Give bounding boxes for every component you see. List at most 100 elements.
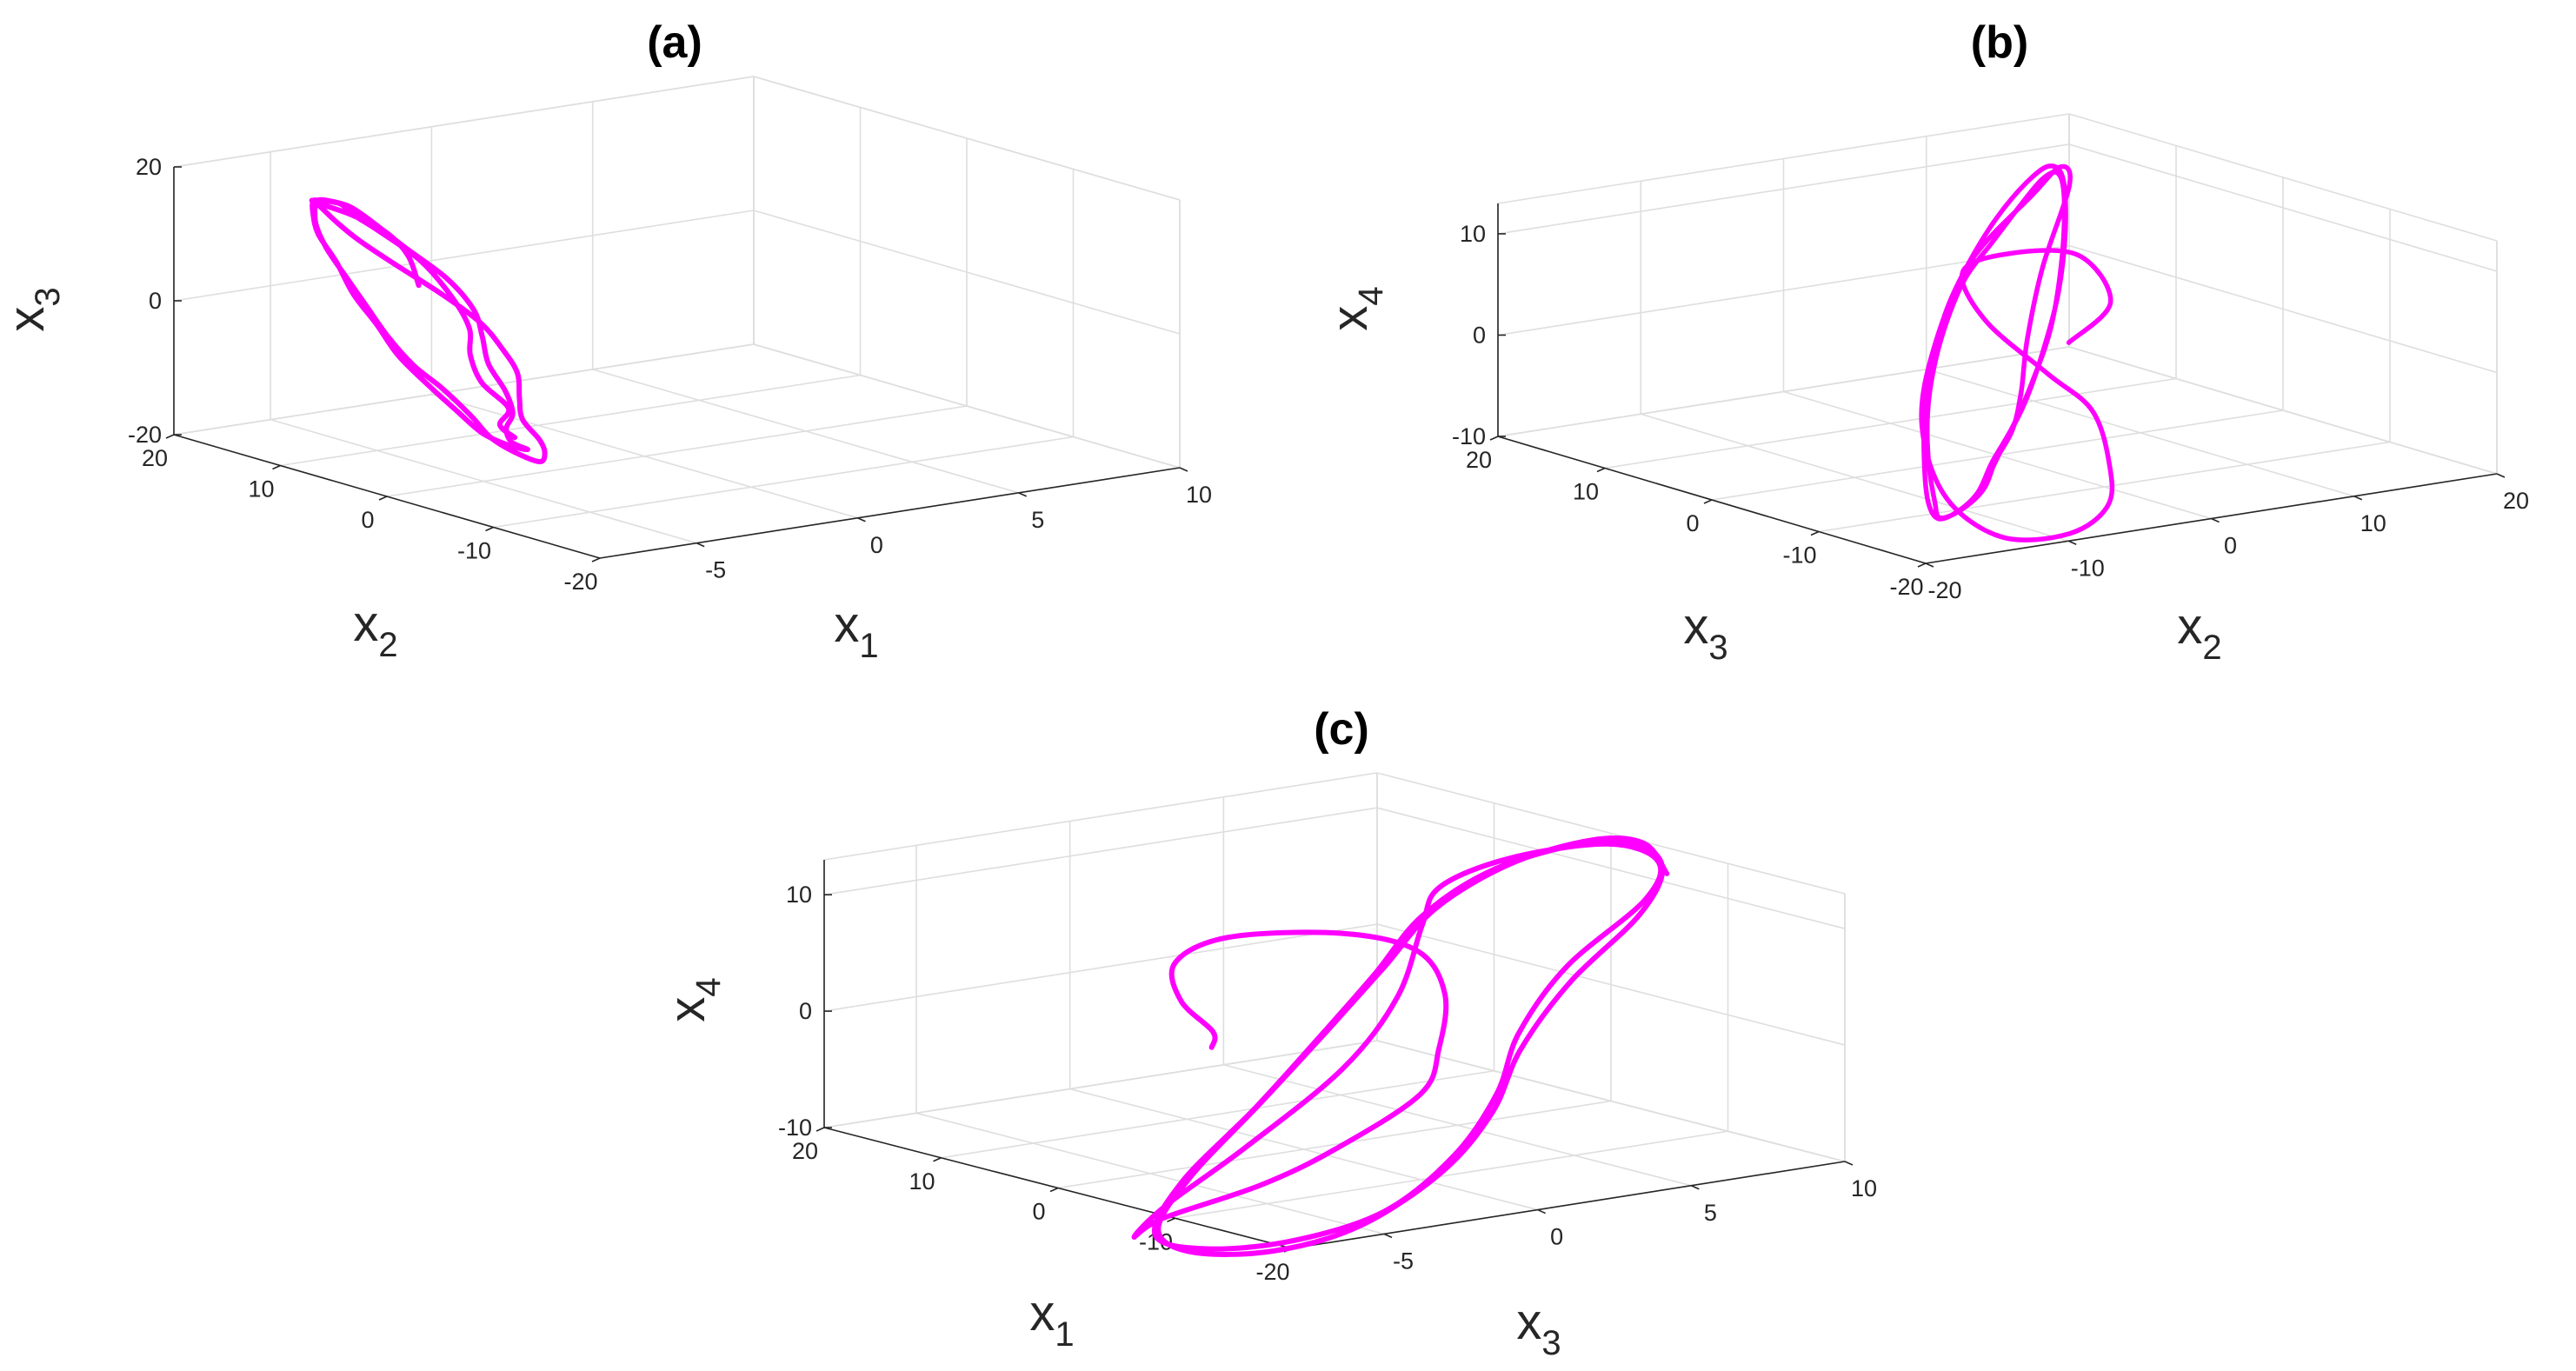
panel-title-c: (c) (1314, 704, 1369, 755)
x-axis-line (599, 467, 1181, 559)
x-tick-mark (1691, 1185, 1700, 1190)
z-axis-label: x4 (659, 977, 728, 1022)
z-tick-label: -20 (128, 422, 162, 448)
y-tick-label-mark (933, 1157, 942, 1162)
floor-grid-y (1818, 441, 2391, 533)
box-edge (823, 772, 1378, 861)
x-tick-mark (2211, 517, 2220, 523)
x-tick-mark (2496, 473, 2506, 478)
x-tick-mark (1018, 492, 1028, 497)
x-tick-mark (1925, 562, 1934, 568)
wall-grid-z (2068, 244, 2498, 374)
box-edge (173, 343, 755, 436)
z-tick-label: 10 (1460, 221, 1486, 247)
y-tick-label: -20 (563, 569, 597, 595)
x-axis-label: x1 (1029, 1285, 1074, 1354)
box-edge (1497, 346, 2070, 437)
x-axis-line (1291, 1161, 1846, 1249)
floor-grid-y (941, 1069, 1494, 1159)
trajectory-series-0 (309, 196, 548, 464)
y-tick-label: 0 (1032, 1199, 1045, 1225)
z-tick-label: 10 (786, 882, 812, 908)
x-tick-mark (1844, 1161, 1854, 1166)
y-tick-label-mark (1489, 436, 1499, 441)
grid-lines (173, 76, 1181, 559)
x-tick-label: 10 (1186, 482, 1212, 508)
wall-grid-z (823, 923, 1378, 1012)
x-tick-label: 0 (870, 532, 883, 558)
y-tick-label-mark (378, 496, 388, 501)
wall-grid-z (1497, 143, 2070, 235)
box-edge (2068, 113, 2498, 242)
y-tick-label: 20 (1466, 447, 1492, 473)
box-edge (823, 1040, 1378, 1128)
x-tick-label: 5 (1704, 1200, 1717, 1226)
y-axis-label: x3 (1516, 1294, 1561, 1362)
floor-grid-y (280, 374, 861, 467)
grid-lines (823, 772, 1846, 1249)
y-axis-label-sub: 2 (378, 626, 397, 664)
y-tick-label: 0 (1686, 510, 1699, 536)
y-tick-label-mark (1810, 530, 1820, 536)
x-axis-label-base: x (1029, 1285, 1055, 1341)
x-tick-label: -20 (1927, 577, 1961, 603)
y-tick-label: 0 (361, 507, 374, 533)
x-tick-mark (2067, 540, 2077, 545)
y-tick-label-mark (1049, 1187, 1059, 1193)
z-tick-label: -10 (1452, 423, 1486, 449)
z-axis-label-base: x (1321, 306, 1378, 331)
y-tick-label: 20 (142, 445, 168, 471)
trajectory-series-0 (1919, 163, 2115, 542)
box-edge (753, 76, 1181, 201)
panel-title-a: (a) (647, 17, 702, 68)
y-tick-label: -10 (457, 538, 491, 564)
x-tick-mark (1537, 1208, 1546, 1215)
y-axis-label: x2 (353, 596, 397, 664)
z-axis-label: x3 (0, 287, 67, 331)
y-tick-label: 20 (792, 1138, 818, 1164)
wall-grid-z (1376, 807, 1846, 929)
wall-grid-z (2068, 143, 2498, 272)
x-tick-label: 0 (2224, 533, 2237, 559)
floor-grid-y (1057, 1100, 1612, 1189)
y-tick-label: -20 (1889, 574, 1923, 600)
axis-lines (823, 860, 1846, 1249)
y-tick-label-mark (165, 434, 175, 439)
wall-grid-z (173, 210, 755, 302)
x-tick-label: 0 (1550, 1224, 1563, 1250)
x-axis-label: x2 (2177, 598, 2221, 667)
floor-grid-y (493, 436, 1074, 529)
y-tick-label-mark (815, 1127, 825, 1132)
y-axis-label-sub: 3 (1541, 1324, 1561, 1362)
x-tick-label: -10 (2071, 555, 2105, 581)
x-axis-label-sub: 2 (2202, 629, 2221, 667)
x-tick-mark (1383, 1233, 1393, 1239)
x-tick-label: 10 (1851, 1175, 1877, 1201)
z-axis-label-base: x (659, 997, 716, 1022)
trajectory-series-0 (1131, 835, 1670, 1257)
x-tick-label: 5 (1031, 507, 1044, 533)
x-tick-label: 20 (2503, 488, 2529, 514)
box-edge (1497, 113, 2070, 204)
z-tick-label: 0 (799, 998, 812, 1024)
x-axis-label-base: x (834, 596, 859, 653)
z-tick-label: 20 (136, 154, 162, 180)
floor-grid-y (1175, 1130, 1728, 1220)
y-axis-label: x3 (1683, 598, 1727, 667)
y-tick-label: 10 (1573, 479, 1599, 505)
x-tick-label: -5 (1393, 1248, 1414, 1274)
y-tick-label-mark (591, 557, 601, 562)
x-tick-mark (857, 517, 866, 522)
y-axis-label-base: x (1516, 1294, 1541, 1350)
box-edge (1376, 772, 1846, 895)
x-tick-mark (696, 542, 705, 548)
z-axis-label-sub: 3 (29, 287, 67, 306)
x-axis-label: x1 (834, 596, 878, 665)
wall-grid-z (823, 807, 1378, 895)
